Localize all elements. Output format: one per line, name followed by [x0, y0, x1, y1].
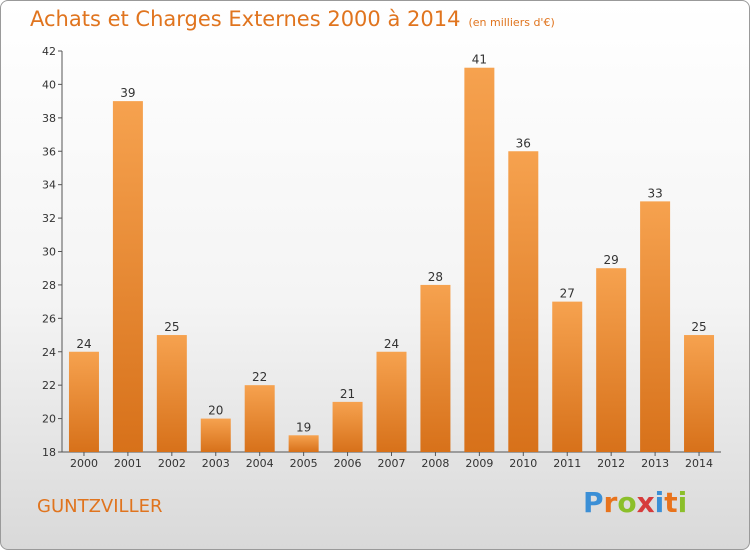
logo-letter: r	[603, 486, 618, 519]
bar	[376, 351, 407, 452]
y-tick-label: 22	[42, 379, 56, 392]
bar	[420, 284, 451, 452]
x-tick-label: 2004	[246, 457, 274, 470]
x-tick-label: 2000	[70, 457, 98, 470]
data-label: 33	[647, 186, 662, 200]
x-tick-label: 2003	[202, 457, 230, 470]
data-label: 20	[208, 404, 223, 418]
data-label: 27	[560, 287, 575, 301]
bar	[200, 418, 231, 452]
data-label: 29	[604, 253, 619, 267]
proxiti-logo: Proxiti	[583, 486, 687, 519]
bar	[244, 385, 275, 452]
x-tick-label: 2008	[421, 457, 449, 470]
y-tick-label: 42	[42, 45, 56, 58]
data-label: 21	[340, 387, 355, 401]
bar	[332, 401, 363, 452]
x-tick-label: 2011	[553, 457, 581, 470]
logo-letter: P	[583, 486, 604, 519]
x-tick-label: 2001	[114, 457, 142, 470]
logo-letter: x	[636, 486, 655, 519]
bar	[464, 67, 495, 452]
y-tick-label: 18	[42, 446, 56, 459]
y-tick-label: 34	[42, 179, 56, 192]
y-tick-label: 24	[42, 346, 56, 359]
bar	[640, 201, 671, 452]
title-unit: (en milliers d'€)	[468, 16, 555, 29]
y-tick-label: 28	[42, 279, 56, 292]
y-tick-label: 40	[42, 78, 56, 91]
logo-letter: i	[677, 486, 688, 519]
bar	[596, 268, 627, 452]
chart-title: Achats et Charges Externes 2000 à 2014 (e…	[30, 7, 555, 31]
commune-name: GUNTZVILLER	[37, 496, 163, 517]
x-tick-label: 2013	[641, 457, 669, 470]
y-tick-label: 36	[42, 145, 56, 158]
data-label: 28	[428, 270, 443, 284]
bar	[552, 301, 583, 452]
bar	[508, 151, 539, 452]
data-label: 25	[164, 320, 179, 334]
y-tick-label: 26	[42, 312, 56, 325]
bar	[684, 335, 715, 452]
x-tick-label: 2005	[290, 457, 318, 470]
data-label: 22	[252, 370, 267, 384]
data-label: 39	[120, 86, 135, 100]
x-tick-label: 2006	[334, 457, 362, 470]
axes: 18 20 22 24 26 28 30 32 34 36 38 40 42 2000 2001 2002 20…	[42, 45, 721, 470]
x-tick-label: 2014	[685, 457, 713, 470]
bar	[156, 335, 187, 452]
y-tick-label: 20	[42, 413, 56, 426]
bar	[112, 101, 143, 452]
x-tick-label: 2010	[509, 457, 537, 470]
data-label: 41	[472, 53, 487, 67]
data-label: 36	[516, 136, 531, 150]
x-tick-label: 2012	[597, 457, 625, 470]
data-label: 25	[691, 320, 706, 334]
y-tick-label: 38	[42, 112, 56, 125]
bar	[288, 435, 319, 452]
x-tick-label: 2007	[378, 457, 406, 470]
x-tick-label: 2002	[158, 457, 186, 470]
bars: 24 39 25 20 22 19 21 24 28 41 36 27 29 33 25	[68, 53, 715, 452]
title-text: Achats et Charges Externes 2000 à 2014	[30, 7, 461, 31]
logo-letter: o	[617, 486, 637, 519]
x-tick-label: 2009	[465, 457, 493, 470]
data-label: 19	[296, 420, 311, 434]
data-label: 24	[76, 337, 91, 351]
data-label: 24	[384, 337, 399, 351]
y-tick-label: 32	[42, 212, 56, 225]
y-tick-label: 30	[42, 246, 56, 259]
bar	[68, 351, 99, 452]
logo-letter: t	[664, 486, 678, 519]
logo-letter: i	[654, 486, 665, 519]
